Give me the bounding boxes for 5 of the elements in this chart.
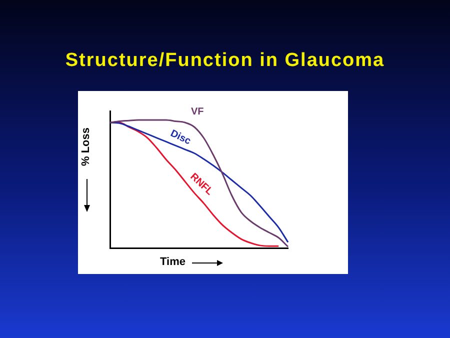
series-label: VF: [190, 106, 204, 118]
x-axis-title: Time: [160, 256, 186, 268]
y-axis-title: % Loss: [80, 127, 92, 166]
chart-title: Structure/Function in Glaucoma: [64, 50, 386, 72]
text: Disc: [168, 128, 193, 148]
